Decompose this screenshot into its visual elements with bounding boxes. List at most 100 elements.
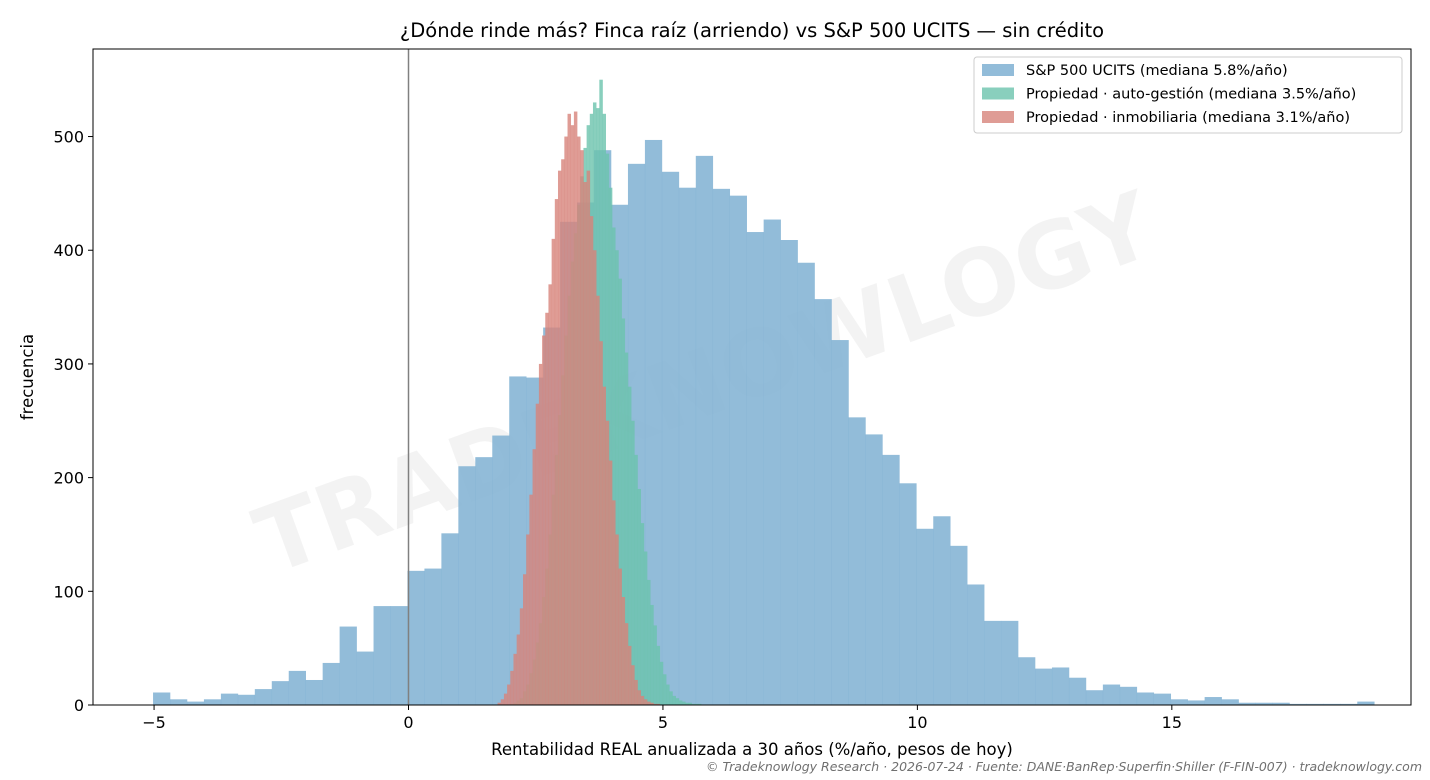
histogram-bar xyxy=(507,684,511,705)
histogram-bar xyxy=(1272,702,1290,705)
legend: S&P 500 UCITS (mediana 5.8%/año) Propieda… xyxy=(973,56,1403,134)
histogram-bar xyxy=(492,435,510,705)
histogram-bar xyxy=(458,466,476,705)
histogram-bar xyxy=(288,670,306,705)
footer-credits: © Tradeknowlogy Research · 2026-07-24 · … xyxy=(706,759,1422,774)
histogram-bar xyxy=(797,262,815,705)
histogram-bar xyxy=(441,533,459,705)
histogram-bar xyxy=(1221,699,1239,705)
histogram-bar xyxy=(672,695,676,705)
histogram-bar xyxy=(662,674,667,705)
histogram-bar xyxy=(519,608,524,705)
histogram-bar xyxy=(605,420,610,705)
histogram-bar xyxy=(356,651,374,705)
y-tick-label: 100 xyxy=(53,582,84,601)
histogram-bar xyxy=(666,684,670,705)
histogram-bar xyxy=(516,634,521,705)
histogram-bar xyxy=(545,312,549,705)
histogram-bar xyxy=(373,606,391,705)
histogram-bar xyxy=(865,434,883,705)
histogram-bar xyxy=(656,645,661,705)
chart-title: ¿Dónde rinde más? Finca raíz (arriendo) … xyxy=(400,19,1104,42)
histogram-bar xyxy=(621,318,626,705)
histogram-bar xyxy=(1289,703,1307,705)
x-tick-label: 5 xyxy=(658,713,668,732)
histogram-bar xyxy=(1136,692,1155,705)
x-tick-label: 15 xyxy=(1162,713,1182,732)
histogram-bar xyxy=(967,584,985,705)
histogram-bar xyxy=(882,454,900,705)
histogram-bar xyxy=(780,240,798,705)
histogram-bar xyxy=(1018,657,1036,705)
histogram-bar xyxy=(475,457,493,705)
histogram-bar xyxy=(1238,702,1256,705)
histogram-bar xyxy=(831,340,849,705)
histogram-bar xyxy=(1340,703,1358,705)
histogram-bar xyxy=(561,159,565,705)
x-axis-ticks: −5 0 5 10 15 xyxy=(142,705,1182,732)
histogram-bar xyxy=(729,195,747,705)
histogram-bar xyxy=(653,625,657,705)
x-axis-label: Rentabilidad REAL anualizada a 30 años (… xyxy=(491,740,1013,759)
histogram-bar xyxy=(612,500,616,705)
histogram-bar xyxy=(503,693,508,705)
histogram-bar xyxy=(627,386,632,705)
histogram-bar xyxy=(814,299,832,705)
histogram-bar xyxy=(529,494,533,705)
histogram-bar xyxy=(186,701,205,705)
histogram-bar xyxy=(570,125,575,705)
histogram-bar xyxy=(685,702,689,705)
histogram-bar xyxy=(510,670,514,705)
histogram-bar xyxy=(637,488,641,705)
x-tick-label: 10 xyxy=(907,713,927,732)
legend-label: S&P 500 UCITS (mediana 5.8%/año) xyxy=(1026,63,1288,79)
legend-swatch xyxy=(982,111,1014,123)
histogram-bar xyxy=(1068,677,1087,705)
plot-frame xyxy=(92,48,1412,706)
histogram-bar xyxy=(612,227,616,705)
y-tick-label: 500 xyxy=(53,128,84,147)
histogram-bar xyxy=(1187,700,1205,705)
histogram-bar xyxy=(950,545,968,705)
histogram-bar xyxy=(500,699,505,705)
histogram-bar xyxy=(631,665,635,705)
legend-label: Propiedad · inmobiliaria (mediana 3.1%/a… xyxy=(1026,110,1350,126)
histogram-bar xyxy=(589,216,594,705)
histogram-bar xyxy=(542,335,546,705)
histogram-bar xyxy=(551,238,556,706)
histogram-bar xyxy=(933,516,951,705)
histogram-bar xyxy=(1035,668,1053,705)
histogram-bar xyxy=(627,645,632,705)
histogram-bar xyxy=(608,187,613,706)
histogram-bar xyxy=(644,139,663,706)
histogram-bar xyxy=(712,188,731,705)
histogram-bar xyxy=(634,454,638,705)
histogram-bar xyxy=(691,703,696,705)
histogram-bar xyxy=(592,250,597,706)
histogram-bar xyxy=(899,483,917,705)
histogram-bar xyxy=(1119,686,1138,705)
histogram-bar xyxy=(688,702,692,705)
histogram-bar xyxy=(695,155,714,706)
x-tick-label: −5 xyxy=(142,713,166,732)
histogram-bar xyxy=(407,570,425,705)
histogram-bar xyxy=(535,403,540,705)
histogram-bar xyxy=(237,694,256,705)
histogram-bar xyxy=(618,278,622,705)
y-tick-label: 300 xyxy=(53,355,84,374)
histogram-bars xyxy=(153,79,1375,706)
histogram-bar xyxy=(577,136,581,705)
histogram-bar xyxy=(424,568,442,705)
histogram-bar xyxy=(647,701,651,705)
histogram-bar xyxy=(538,363,543,705)
histogram-bar xyxy=(653,703,657,705)
legend-swatch xyxy=(982,64,1014,76)
histogram-bar xyxy=(220,693,239,705)
histogram-bar xyxy=(390,606,408,705)
histogram-bar xyxy=(763,219,781,705)
legend-box xyxy=(973,56,1403,134)
y-axis-label: frecuencia xyxy=(18,334,37,420)
histogram-bar xyxy=(916,528,934,705)
histogram-bar xyxy=(984,620,1002,705)
histogram-bar xyxy=(596,295,600,705)
